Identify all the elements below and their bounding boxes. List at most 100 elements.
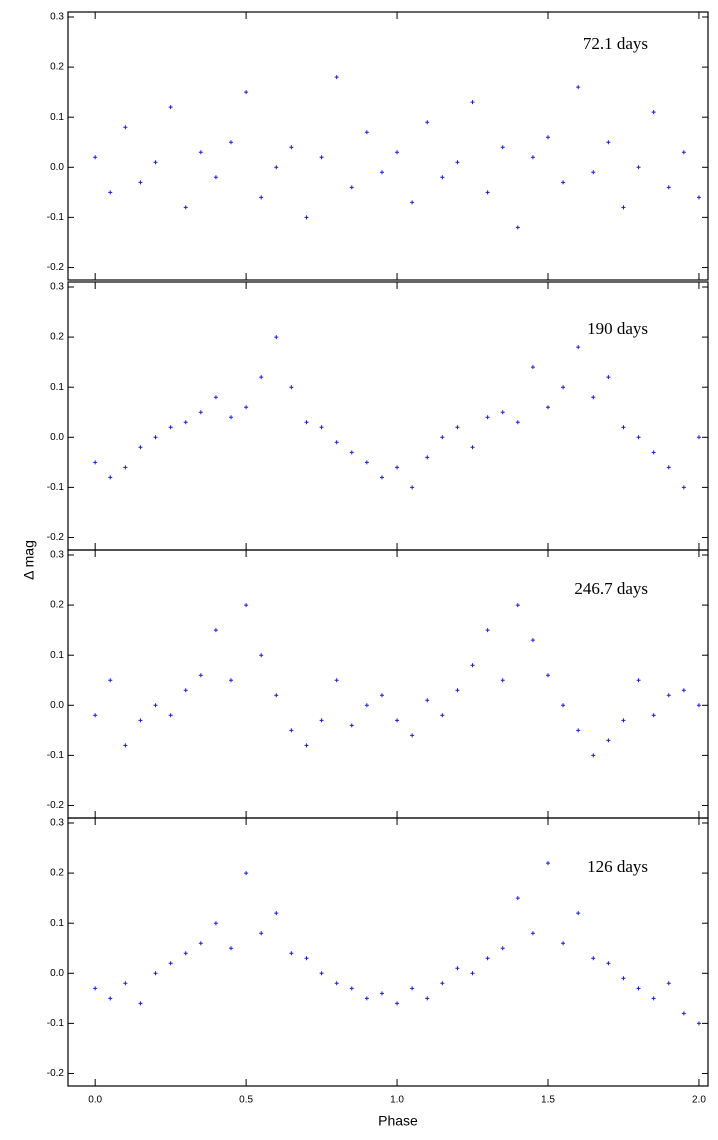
data-point: [319, 971, 324, 976]
data-point: [274, 165, 279, 170]
data-point: [108, 678, 113, 683]
data-point: [455, 688, 460, 693]
data-point: [289, 951, 294, 956]
y-tick-label: 0.1: [50, 918, 64, 929]
x-tick-label: 0.5: [239, 1095, 253, 1106]
data-point: [395, 718, 400, 723]
data-point: [485, 190, 490, 195]
data-point: [515, 420, 520, 425]
data-point: [425, 698, 430, 703]
data-point: [500, 678, 505, 683]
data-point: [530, 365, 535, 370]
data-point: [93, 986, 98, 991]
data-point: [183, 951, 188, 956]
data-point: [455, 425, 460, 430]
data-point: [304, 743, 309, 748]
data-point: [636, 165, 641, 170]
data-point: [470, 445, 475, 450]
data-point: [274, 911, 279, 916]
data-point: [546, 861, 550, 866]
x-tick-label: 2.0: [692, 1095, 706, 1106]
data-point: [213, 175, 218, 180]
data-point: [470, 663, 475, 668]
annotation: 246.7 days: [574, 579, 648, 598]
annotation: 190 days: [587, 319, 648, 338]
data-point: [334, 981, 339, 986]
data-point: [319, 425, 324, 430]
data-point: [168, 105, 173, 110]
data-point: [470, 100, 475, 105]
y-tick-label: -0.1: [47, 482, 65, 493]
y-tick-label: 0.2: [50, 62, 64, 73]
data-point: [138, 718, 143, 723]
y-tick-label: -0.2: [47, 262, 65, 273]
y-tick-label: 0.0: [50, 700, 64, 711]
annotation: 126 days: [587, 857, 648, 876]
y-tick-label: -0.1: [47, 750, 65, 761]
data-point: [364, 996, 369, 1001]
data-point: [576, 728, 581, 733]
data-point: [334, 678, 339, 683]
x-tick-label: 1.5: [541, 1095, 555, 1106]
data-point: [304, 956, 309, 961]
y-tick-label: 0.1: [50, 112, 64, 123]
data-point: [636, 435, 641, 440]
data-point: [606, 961, 611, 966]
data-point: [425, 120, 430, 125]
data-point: [681, 150, 686, 155]
data-point: [606, 375, 611, 380]
data-point: [561, 703, 566, 708]
data-point: [546, 135, 550, 140]
data-point: [591, 753, 596, 758]
data-point: [500, 410, 505, 415]
data-point: [364, 460, 369, 465]
data-point: [123, 981, 128, 986]
y-tick-label: -0.1: [47, 212, 65, 223]
data-point: [153, 160, 158, 165]
data-point: [229, 678, 234, 683]
data-point: [349, 723, 354, 728]
data-point: [334, 440, 339, 445]
annotation: 72.1 days: [583, 34, 648, 53]
data-point: [485, 415, 490, 420]
data-point: [546, 673, 550, 678]
data-point: [108, 190, 113, 195]
data-point: [485, 628, 490, 633]
data-point: [138, 1001, 143, 1006]
data-point: [621, 205, 626, 210]
data-point: [108, 475, 113, 480]
data-point: [621, 718, 626, 723]
y-tick-label: 0.3: [50, 12, 64, 23]
data-point: [379, 475, 384, 480]
data-point: [123, 125, 128, 130]
data-point: [108, 996, 113, 1001]
data-point: [259, 195, 264, 200]
data-point: [395, 150, 400, 155]
data-point: [153, 435, 158, 440]
data-point: [198, 410, 203, 415]
y-tick-label: 0.3: [50, 282, 64, 293]
data-point: [138, 180, 143, 185]
y-tick-label: 0.2: [50, 868, 64, 879]
data-point: [696, 195, 701, 200]
data-point: [244, 90, 249, 95]
data-point: [546, 405, 550, 410]
data-point: [244, 871, 249, 876]
data-point: [591, 956, 596, 961]
data-point: [410, 485, 415, 490]
data-point: [123, 743, 128, 748]
data-point: [651, 450, 656, 455]
data-point: [621, 425, 626, 430]
data-point: [591, 170, 596, 175]
data-point: [334, 75, 339, 80]
data-point: [319, 155, 324, 160]
data-point: [229, 140, 234, 145]
data-point: [395, 1001, 400, 1006]
data-point: [229, 946, 234, 951]
data-point: [289, 728, 294, 733]
data-point: [274, 693, 279, 698]
data-point: [93, 155, 98, 160]
data-point: [606, 140, 611, 145]
